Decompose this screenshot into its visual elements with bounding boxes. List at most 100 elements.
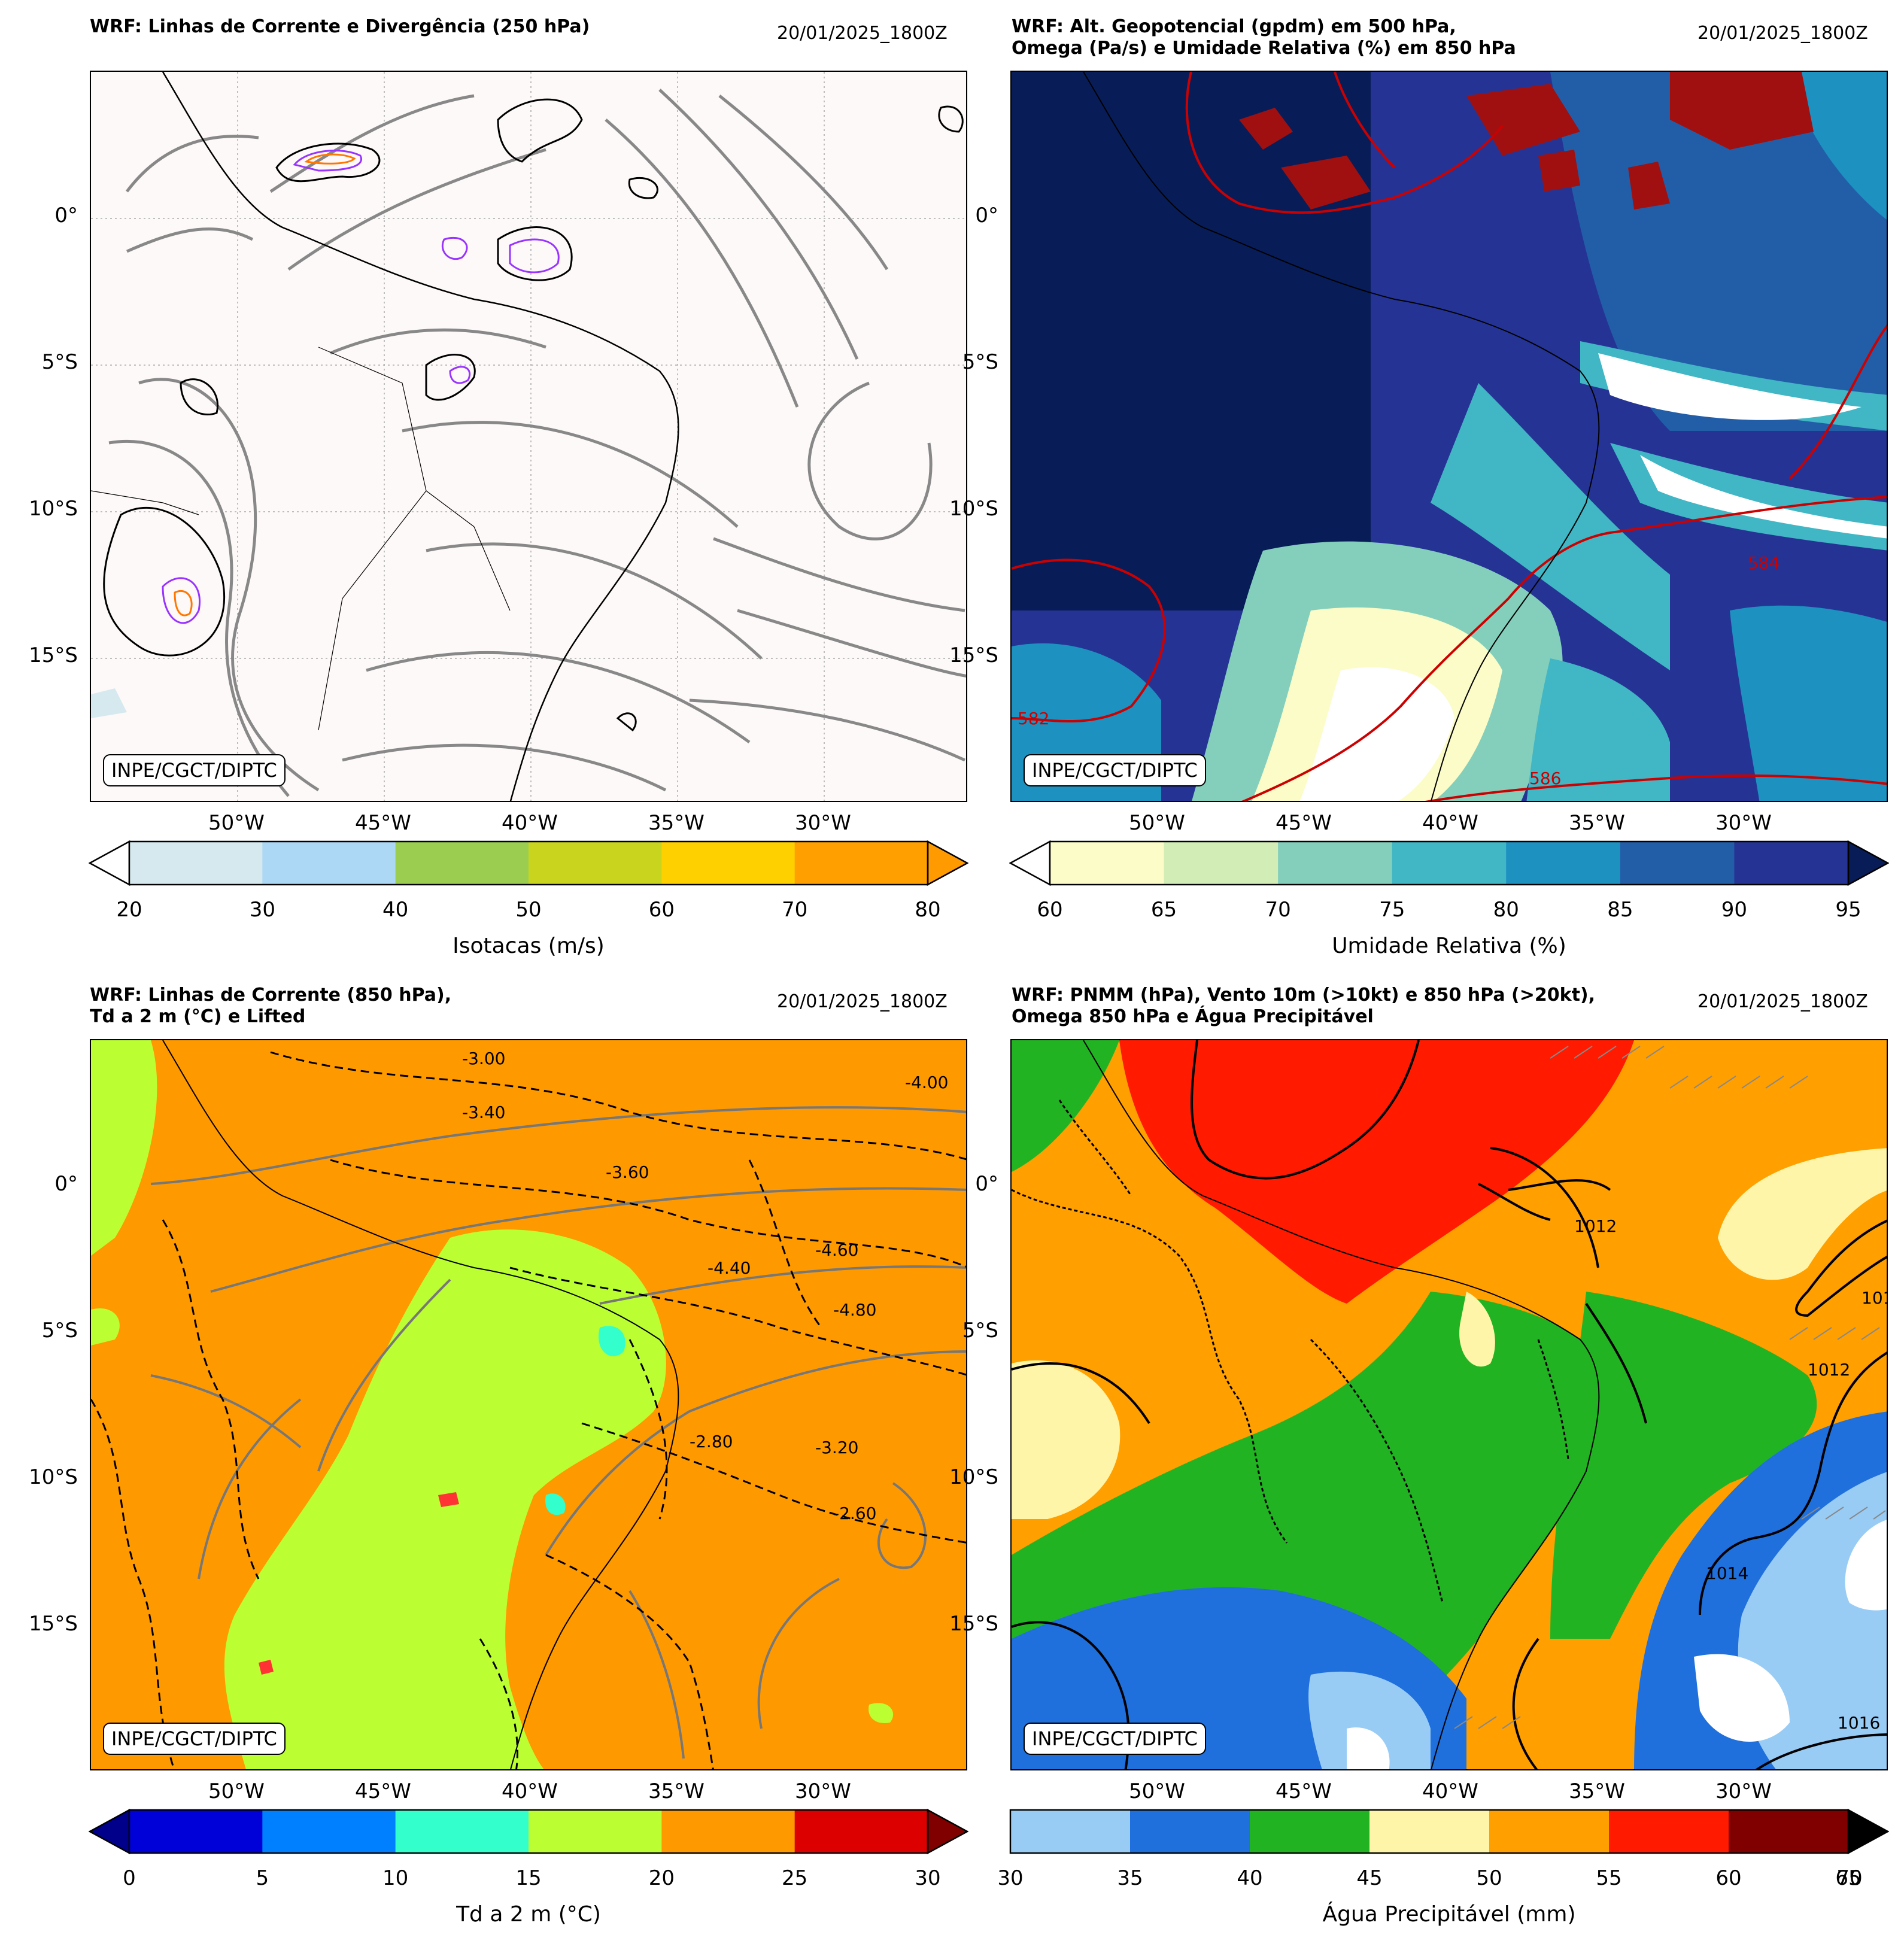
colorbar-tick-label: 40 — [382, 898, 409, 922]
colorbar-segment — [1729, 1810, 1849, 1853]
lon-label: 35°W — [1569, 811, 1625, 835]
contour-label: -4.80 — [833, 1300, 876, 1320]
colorbar-segment — [1620, 842, 1735, 885]
colorbar-tick-label: 55 — [1596, 1866, 1622, 1890]
lat-label: 5°S — [962, 350, 998, 374]
colorbar-tick-label: 35 — [1117, 1866, 1143, 1890]
contour-label: -3.60 — [606, 1162, 649, 1182]
contour-label: -4.40 — [707, 1258, 751, 1278]
colorbar-outline — [128, 840, 929, 886]
colorbar-agua-precipitavel — [1009, 1809, 1889, 1854]
colorbar-tick-label: 80 — [1493, 898, 1519, 922]
colorbar-segment — [794, 1810, 928, 1853]
colorbar-tick-label: 60 — [1037, 898, 1063, 922]
contour-label: -2.60 — [833, 1504, 876, 1523]
colorbar-segment — [395, 1810, 529, 1853]
lon-label: 45°W — [355, 811, 411, 835]
lat-label: 10°S — [29, 1465, 78, 1489]
lon-label: 45°W — [355, 1779, 411, 1803]
lat-label: 10°S — [29, 497, 78, 521]
colorbar-segment — [1010, 1810, 1131, 1853]
contour-label: 586 — [1529, 769, 1561, 788]
colorbar-tick-label: 75 — [1379, 898, 1405, 922]
panel-date: 20/01/2025_1800Z — [1697, 991, 1868, 1012]
lon-label: 35°W — [648, 1779, 704, 1803]
contour-label: 1012 — [1862, 1288, 1888, 1308]
colorbar-segment — [1734, 842, 1849, 885]
colorbar-segment — [661, 842, 795, 885]
isotach-shade — [91, 688, 127, 718]
colorbar-segment — [1392, 842, 1507, 885]
panel-title: WRF: Linhas de Corrente e Divergência (2… — [90, 16, 590, 37]
colorbar-tick-label: 70 — [1265, 898, 1291, 922]
map-pnmm-graphics: 1012 1012 1012 1014 1016 — [1012, 1040, 1888, 1769]
colorbar-segment — [1369, 1810, 1490, 1853]
colorbar-isotacas — [89, 840, 968, 886]
lat-label: 15°S — [29, 643, 78, 667]
coastline — [1083, 1040, 1600, 1769]
colorbar-tick-label: 50 — [1476, 1866, 1502, 1890]
colorbar-segment — [1164, 842, 1279, 885]
panel-title-line2: Td a 2 m (°C) e Lifted — [90, 1006, 306, 1027]
colorbar-extend-low — [89, 840, 130, 886]
colorbar-segment — [661, 1810, 795, 1853]
contour-label: -4.00 — [905, 1073, 948, 1092]
colorbar-segment — [529, 842, 662, 885]
lon-label: 40°W — [1422, 1779, 1478, 1803]
colorbar-segment — [1278, 842, 1393, 885]
panel-date: 20/01/2025_1800Z — [777, 991, 948, 1012]
colorbar-tick-label: 10 — [382, 1866, 409, 1890]
panel-title-line2: Omega (Pa/s) e Umidade Relativa (%) em 8… — [1012, 38, 1516, 59]
lon-label: 35°W — [648, 811, 704, 835]
panel-title-line2: Omega 850 hPa e Água Precipitável — [1012, 1006, 1374, 1027]
gridlines — [91, 72, 966, 801]
lon-label: 50°W — [1129, 1779, 1185, 1803]
map-250hpa-graphics — [91, 72, 966, 801]
colorbar-label: Água Precipitável (mm) — [1322, 1902, 1576, 1927]
colorbar-tick-label: 5 — [256, 1866, 269, 1890]
colorbar-extend-high — [1847, 1809, 1889, 1854]
map-250hpa: INPE/CGCT/DIPTC — [90, 71, 967, 802]
lifted-contour-labels: -3.00 -2.80 -3.40 -4.00 -4.40 -4.60 -4.8… — [462, 1049, 948, 1523]
streamlines — [108, 89, 966, 797]
coastline — [162, 1040, 679, 1769]
colorbar-tick-label: 30 — [249, 898, 275, 922]
lon-label: 45°W — [1276, 1779, 1332, 1803]
contour-label: -3.20 — [815, 1438, 858, 1457]
colorbar-tick-label: 95 — [1835, 898, 1862, 922]
pressure-contours — [1012, 1040, 1887, 1769]
streamlines — [150, 1106, 966, 1759]
watermark: INPE/CGCT/DIPTC — [103, 754, 286, 786]
contour-label: 1016 — [1838, 1713, 1880, 1733]
td-warm-patches — [259, 1492, 459, 1675]
colorbar-tick-label: 80 — [915, 898, 941, 922]
geopotential-contours — [1012, 72, 1887, 801]
colorbar-tick-label: 65 — [1835, 1866, 1862, 1890]
colorbar-tick-label: 50 — [515, 898, 542, 922]
lon-label: 50°W — [1129, 811, 1185, 835]
lon-label: 30°W — [795, 1779, 851, 1803]
contour-label: -3.00 — [462, 1049, 505, 1068]
colorbar-tick-label: 85 — [1607, 898, 1633, 922]
colorbar-label: Td a 2 m (°C) — [456, 1902, 601, 1927]
lon-label: 40°W — [1422, 811, 1478, 835]
colorbar-extend-high — [927, 1809, 968, 1854]
contour-label: 582 — [1018, 709, 1049, 728]
contour-label: -2.80 — [690, 1432, 733, 1451]
colorbar-outline — [1049, 840, 1850, 886]
colorbar-tick-label: 25 — [782, 1866, 808, 1890]
colorbar-segment — [1250, 1810, 1370, 1853]
colorbar-tick-label: 60 — [1715, 1866, 1742, 1890]
lat-label: 15°S — [949, 1612, 998, 1636]
colorbar-label: Isotacas (m/s) — [453, 934, 605, 958]
colorbar-segment — [262, 1810, 396, 1853]
colorbar-segment — [262, 842, 396, 885]
colorbar-segment — [129, 1810, 263, 1853]
lat-label: 10°S — [949, 497, 998, 521]
lon-label: 30°W — [795, 811, 851, 835]
lat-label: 5°S — [41, 350, 78, 374]
colorbar-segment — [395, 842, 529, 885]
lat-label: 0° — [975, 203, 998, 227]
map-850hpa-graphics: -3.00 -2.80 -3.40 -4.00 -4.40 -4.60 -4.8… — [91, 1040, 966, 1769]
divergence-contours — [103, 98, 964, 732]
